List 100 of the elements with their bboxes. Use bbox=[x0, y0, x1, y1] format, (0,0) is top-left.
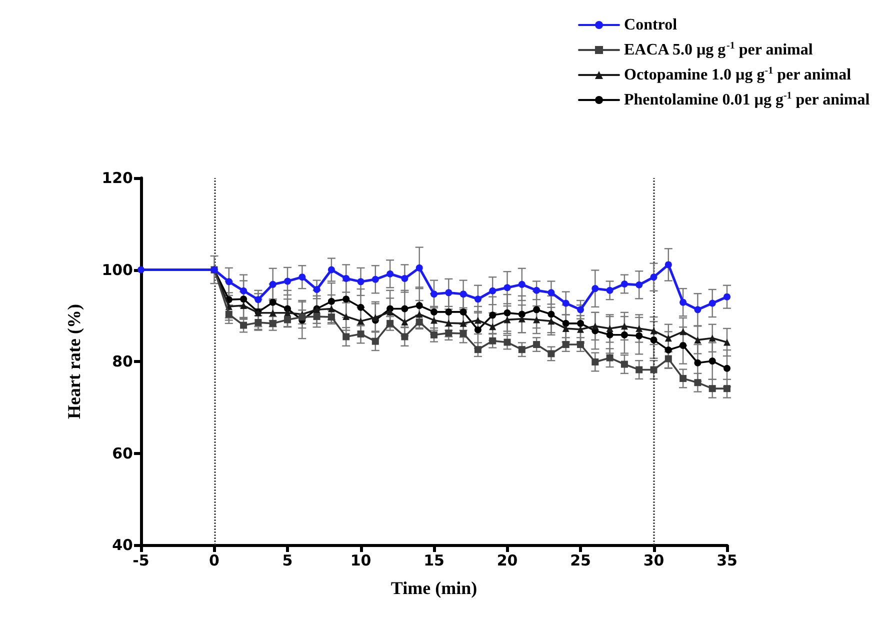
point bbox=[357, 304, 364, 311]
point bbox=[474, 346, 482, 354]
point bbox=[606, 354, 614, 362]
point bbox=[401, 274, 408, 282]
point bbox=[357, 318, 364, 325]
point bbox=[533, 286, 540, 294]
y-tick-label: 60 bbox=[112, 444, 133, 462]
point bbox=[650, 336, 658, 344]
point bbox=[489, 287, 496, 294]
point bbox=[620, 280, 628, 288]
point bbox=[445, 308, 452, 316]
point bbox=[401, 318, 408, 326]
point bbox=[708, 334, 716, 342]
point bbox=[664, 355, 672, 362]
point bbox=[372, 276, 379, 283]
point bbox=[416, 318, 423, 326]
point bbox=[533, 306, 540, 314]
point bbox=[606, 331, 614, 338]
point bbox=[357, 330, 364, 338]
point bbox=[562, 324, 570, 332]
legend-label: Control bbox=[624, 16, 678, 34]
point bbox=[474, 316, 482, 324]
point bbox=[562, 320, 570, 327]
x-tick-label: 30 bbox=[643, 552, 664, 570]
point bbox=[650, 327, 658, 334]
point bbox=[313, 286, 320, 293]
y-tick-label: 100 bbox=[102, 260, 133, 279]
point bbox=[724, 364, 730, 372]
x-tick-label: 0 bbox=[209, 552, 220, 570]
y-axis-title: Heart rate (%) bbox=[64, 304, 84, 419]
point bbox=[664, 346, 672, 354]
point bbox=[680, 298, 687, 306]
point bbox=[298, 314, 306, 320]
point bbox=[577, 341, 584, 348]
point bbox=[636, 332, 643, 340]
point bbox=[430, 290, 438, 298]
point bbox=[518, 315, 526, 322]
point bbox=[269, 320, 276, 327]
point bbox=[284, 305, 291, 312]
point bbox=[620, 331, 628, 338]
point bbox=[694, 379, 702, 386]
x-tick-label: 25 bbox=[570, 552, 591, 570]
point bbox=[694, 359, 702, 366]
point bbox=[269, 298, 276, 306]
point bbox=[254, 296, 262, 304]
point bbox=[518, 346, 526, 354]
point bbox=[504, 338, 511, 346]
point bbox=[577, 306, 584, 314]
point bbox=[342, 313, 350, 320]
point bbox=[328, 314, 335, 320]
point bbox=[636, 324, 643, 332]
point bbox=[650, 274, 658, 281]
point bbox=[401, 305, 408, 312]
point bbox=[254, 319, 262, 326]
point bbox=[548, 310, 555, 318]
point bbox=[225, 278, 232, 286]
point bbox=[240, 287, 248, 294]
point bbox=[724, 338, 730, 346]
point bbox=[548, 289, 555, 296]
point bbox=[342, 274, 350, 282]
point bbox=[724, 385, 730, 392]
point bbox=[284, 278, 291, 285]
point bbox=[460, 308, 467, 316]
point bbox=[284, 309, 291, 316]
point bbox=[518, 280, 526, 288]
point bbox=[313, 313, 320, 320]
point bbox=[460, 290, 467, 298]
point bbox=[240, 302, 248, 310]
point bbox=[225, 310, 232, 318]
point bbox=[577, 326, 584, 333]
point bbox=[636, 281, 643, 288]
point bbox=[636, 366, 643, 374]
point bbox=[620, 322, 628, 330]
point bbox=[694, 306, 702, 314]
point bbox=[401, 333, 408, 340]
point bbox=[445, 289, 452, 296]
point bbox=[562, 341, 570, 348]
point bbox=[416, 264, 423, 272]
point bbox=[533, 341, 540, 348]
point bbox=[708, 385, 716, 392]
point bbox=[592, 358, 599, 366]
x-tick-label: 35 bbox=[716, 552, 738, 570]
point bbox=[680, 328, 687, 336]
point bbox=[430, 308, 438, 316]
point bbox=[518, 310, 526, 318]
point bbox=[562, 300, 570, 307]
point bbox=[342, 333, 350, 340]
point bbox=[372, 314, 379, 321]
point bbox=[386, 308, 394, 316]
point bbox=[298, 274, 306, 281]
point bbox=[489, 323, 496, 330]
point bbox=[664, 334, 672, 342]
point bbox=[694, 336, 702, 344]
point bbox=[606, 286, 614, 294]
point bbox=[328, 266, 335, 274]
point bbox=[386, 270, 394, 278]
point bbox=[680, 374, 687, 382]
point bbox=[504, 309, 511, 316]
point bbox=[284, 316, 291, 324]
point bbox=[445, 330, 452, 337]
